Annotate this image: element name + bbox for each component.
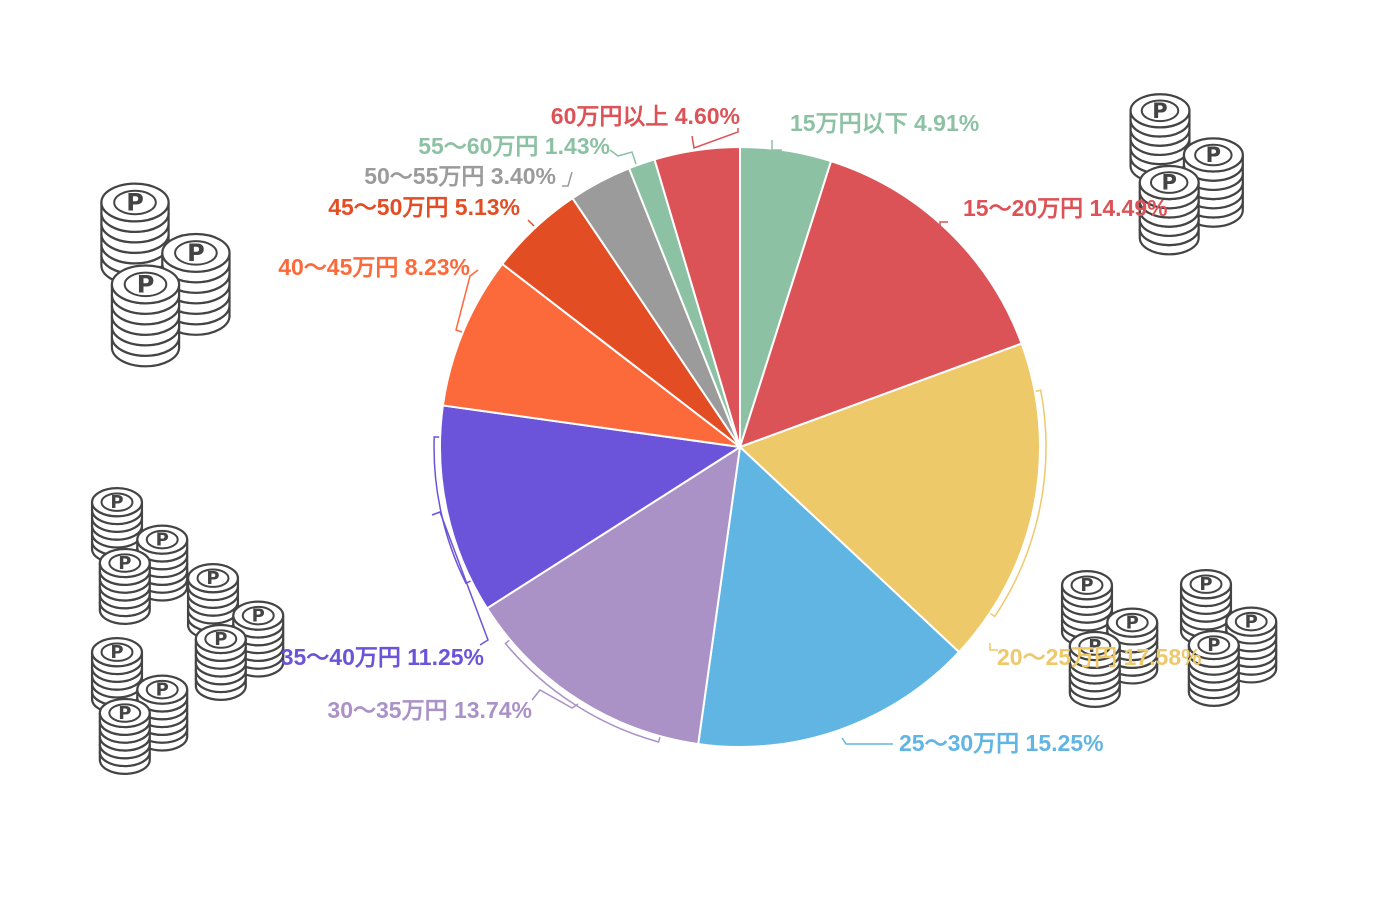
pie-slice-6 bbox=[438, 404, 743, 610]
pie-slice-11 bbox=[653, 145, 741, 448]
leader-line-5 bbox=[531, 689, 579, 709]
leader-line-7 bbox=[455, 269, 479, 333]
slice-label-9: 50～55万円 3.40% bbox=[364, 163, 556, 189]
coin-letter: P bbox=[252, 606, 265, 627]
leader-line-4 bbox=[841, 737, 893, 745]
coin-letter: P bbox=[214, 629, 227, 650]
slice-bracket-6 bbox=[433, 436, 471, 585]
coin-letter: P bbox=[118, 703, 131, 724]
coin-letter: P bbox=[118, 553, 131, 574]
coin-letter: P bbox=[1080, 575, 1093, 596]
point-coin-stack-icon: P P P bbox=[90, 487, 189, 625]
leader-lines bbox=[431, 128, 1047, 745]
coin-letter: P bbox=[1088, 636, 1101, 657]
slice-label-4: 25～30万円 15.25% bbox=[899, 730, 1104, 756]
leader-line-9 bbox=[562, 171, 573, 187]
coin-letter: P bbox=[1161, 171, 1176, 195]
leader-line-2 bbox=[939, 221, 948, 228]
coin-letter: P bbox=[156, 530, 169, 551]
coin-letter: P bbox=[126, 188, 144, 216]
leader-line-8 bbox=[527, 219, 535, 227]
pie-slice-5 bbox=[485, 444, 742, 746]
slice-label-5: 30～35万円 13.74% bbox=[327, 697, 532, 723]
point-coin-stack-icon: P P P bbox=[1129, 93, 1244, 256]
slice-label-10: 55～60万円 1.43% bbox=[418, 133, 610, 159]
pie-slice-2 bbox=[738, 159, 1023, 449]
point-coin-stack-icon: P P P bbox=[1179, 569, 1278, 707]
coin-letter: P bbox=[156, 680, 169, 701]
coin-letter: P bbox=[1199, 574, 1212, 595]
slice-label-3: 20～25万円 17.58% bbox=[997, 644, 1202, 670]
coin-letter: P bbox=[110, 492, 123, 513]
slice-label-8: 45～50万円 5.13% bbox=[328, 194, 520, 220]
pie-slice-7 bbox=[441, 262, 744, 449]
point-coin-stack-icon: P P P bbox=[90, 637, 189, 775]
leader-line-10 bbox=[609, 149, 637, 165]
slice-labels: 15万円以下 4.91% 15～20万円 14.49% 20～25万円 17.58%… bbox=[278, 103, 1201, 756]
coin-letter: P bbox=[1152, 99, 1167, 123]
point-coin-stack-icon: P P P bbox=[1060, 570, 1159, 708]
coin-letter: P bbox=[137, 270, 155, 298]
point-coin-stack-icon: P P P bbox=[186, 563, 285, 701]
coin-letter: P bbox=[110, 642, 123, 663]
slice-label-11: 60万円以上 4.60% bbox=[551, 103, 740, 129]
leader-line-6 bbox=[431, 511, 489, 646]
slice-label-2: 15～20万円 14.49% bbox=[963, 195, 1168, 221]
coin-letter: P bbox=[206, 568, 219, 589]
pie-slice-4 bbox=[697, 444, 961, 748]
leader-line-11 bbox=[691, 128, 739, 150]
slice-label-7: 40～45万円 8.23% bbox=[278, 254, 470, 280]
coin-letter: P bbox=[187, 239, 205, 267]
slice-label-1: 15万円以下 4.91% bbox=[790, 110, 979, 136]
leader-line-3 bbox=[989, 643, 998, 651]
coin-letter: P bbox=[1206, 143, 1221, 167]
coin-letter: P bbox=[1126, 613, 1139, 634]
slice-label-6: 35～40万円 11.25% bbox=[281, 644, 484, 670]
coin-letter: P bbox=[1207, 635, 1220, 656]
pie-slices bbox=[438, 145, 1041, 748]
point-coin-stack-icon: P P P bbox=[100, 182, 231, 368]
leader-line-1 bbox=[771, 140, 782, 151]
slice-bracket-3 bbox=[990, 389, 1047, 618]
decorations: P P P P P P P P P P P P P P P P P P P P P bbox=[90, 93, 1278, 775]
coin-letter: P bbox=[1245, 612, 1258, 633]
slice-bracket-5 bbox=[504, 639, 661, 743]
pie-slice-3 bbox=[738, 342, 1041, 654]
